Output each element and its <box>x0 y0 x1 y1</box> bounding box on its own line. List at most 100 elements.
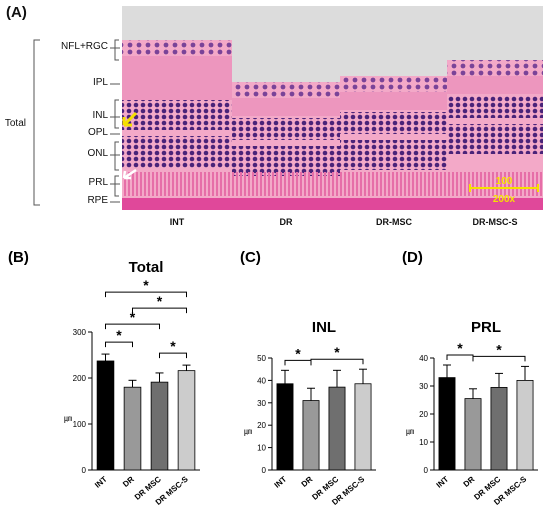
significance-bracket <box>105 291 187 298</box>
onl-band <box>122 136 232 168</box>
bar <box>490 386 508 471</box>
ipl-band <box>447 76 543 94</box>
y-tick-label: 20 <box>419 410 428 419</box>
chart-title: PRL <box>471 319 501 336</box>
significance-star: * <box>295 345 301 361</box>
significance-star: * <box>457 340 463 356</box>
x-tick-label: INT <box>93 475 109 490</box>
x-tick-label: DR <box>462 474 477 488</box>
background <box>232 6 340 82</box>
rpe-band <box>122 198 232 210</box>
background <box>447 6 543 60</box>
y-tick-label: 0 <box>82 466 87 475</box>
x-tick-label: INT <box>435 475 451 490</box>
group-label: DR-MSC-S <box>472 217 518 227</box>
chart-panel-label: (B) <box>8 249 29 266</box>
bar <box>276 383 294 471</box>
y-tick-label: 10 <box>419 438 428 447</box>
rpe-band <box>232 198 340 210</box>
significance-star: * <box>496 341 502 357</box>
bar <box>123 386 142 471</box>
y-tick-label: 30 <box>257 399 266 408</box>
layer-label: INL <box>92 110 108 121</box>
y-tick-label: 300 <box>73 328 87 337</box>
onl-band <box>232 146 340 176</box>
bar <box>150 381 169 471</box>
bar <box>516 379 534 471</box>
group-label: DR <box>279 217 293 227</box>
bar <box>438 377 456 471</box>
y-tick-label: 200 <box>73 374 87 383</box>
chart-title: Total <box>129 259 164 276</box>
panel-a-label: (A) <box>6 4 27 21</box>
chart-panel-label: (C) <box>240 249 261 266</box>
y-tick-label: 40 <box>419 354 428 363</box>
significance-bracket <box>105 323 160 330</box>
onl-band <box>340 140 447 170</box>
layer-bracket <box>114 175 119 197</box>
ganglion-cells <box>340 76 447 92</box>
inl-band <box>122 100 232 130</box>
y-tick-label: 50 <box>257 354 266 363</box>
onl-band <box>447 124 543 154</box>
x-tick-label: INT <box>273 475 289 490</box>
y-tick-label: 10 <box>257 444 266 453</box>
bar <box>96 360 115 471</box>
x-tick-label: DR <box>300 474 315 488</box>
histology-image-2 <box>340 6 447 210</box>
bar <box>302 400 320 471</box>
ganglion-cells <box>232 82 340 98</box>
inl-band <box>447 96 543 118</box>
inl-band <box>340 112 447 134</box>
significance-star: * <box>334 344 340 360</box>
layer-label: OPL <box>87 127 108 138</box>
layer-bracket <box>114 141 119 171</box>
significance-star: * <box>116 327 122 343</box>
prl-band <box>447 172 543 196</box>
layer-label: IPL <box>92 77 108 88</box>
total-label: Total <box>4 118 26 129</box>
significance-star: * <box>130 309 136 325</box>
significance-star: * <box>170 338 176 354</box>
y-tick-label: 20 <box>257 421 266 430</box>
rpe-band <box>447 198 543 210</box>
layer-label: PRL <box>88 177 108 188</box>
layer-label: NFL+RGC <box>61 41 108 52</box>
x-tick-label: DR <box>121 474 136 488</box>
chart-title: INL <box>312 319 336 336</box>
ipl-band <box>340 92 447 110</box>
histology-image-3 <box>447 6 543 210</box>
significance-star: * <box>157 293 163 309</box>
y-axis-label: ㎛ <box>244 427 252 437</box>
y-axis-label: ㎛ <box>406 427 414 437</box>
scale-bar-label: 100 <box>496 176 513 187</box>
prl-band <box>340 172 447 196</box>
bar <box>464 398 482 471</box>
layer-bracket <box>114 39 119 61</box>
significance-star: * <box>143 277 149 293</box>
significance-bracket <box>159 352 187 359</box>
y-tick-label: 0 <box>424 466 429 475</box>
background <box>340 6 447 76</box>
ipl-band <box>122 56 232 100</box>
significance-bracket <box>105 341 133 348</box>
bar <box>177 370 196 471</box>
bar <box>354 383 372 471</box>
layer-label: RPE <box>87 195 108 206</box>
layer-ticks <box>110 39 120 203</box>
y-tick-label: 40 <box>257 376 266 385</box>
y-tick-label: 100 <box>73 420 87 429</box>
chart-panel-label: (D) <box>402 249 423 266</box>
rpe-band <box>340 198 447 210</box>
significance-bracket <box>472 355 526 362</box>
ganglion-cells <box>122 40 232 56</box>
prl-band <box>232 172 340 196</box>
histology-image-1 <box>232 6 340 210</box>
significance-bracket <box>132 307 187 314</box>
histology-image-0 <box>122 6 232 210</box>
y-tick-label: 0 <box>262 466 267 475</box>
group-label: INT <box>169 217 185 227</box>
